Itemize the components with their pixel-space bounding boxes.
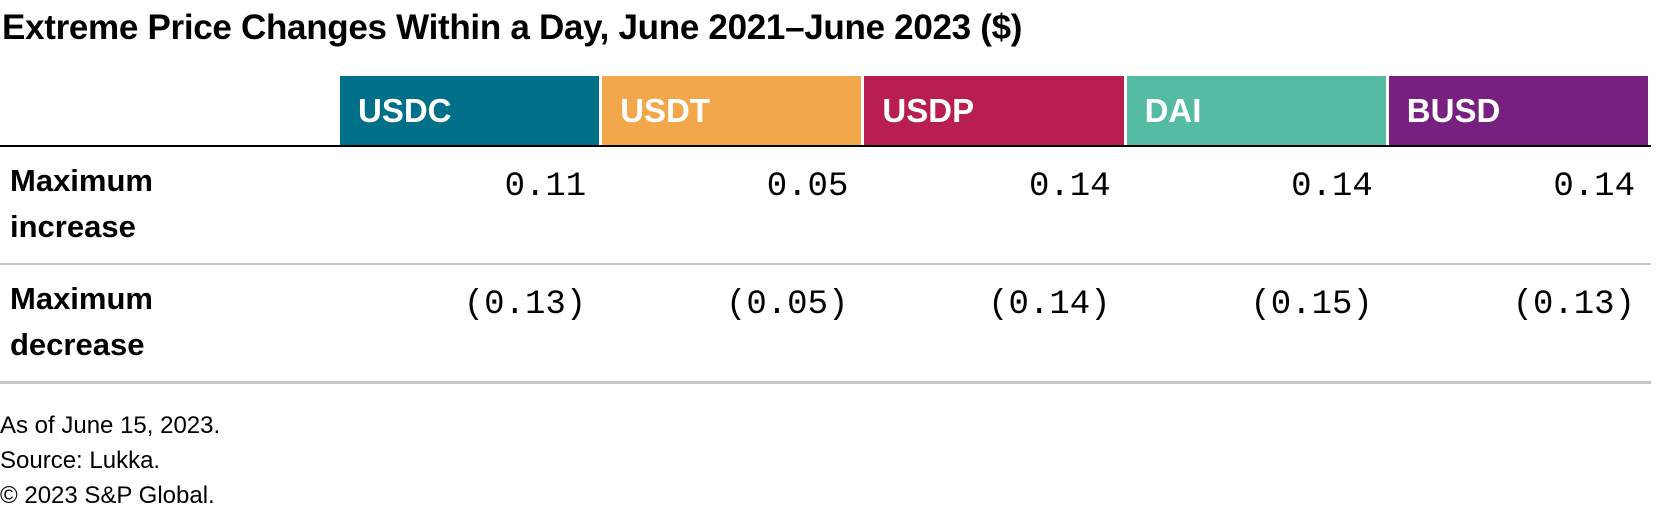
table-cell: 0.14 bbox=[1553, 168, 1635, 206]
table-cell: (0.13) bbox=[463, 286, 587, 324]
table-cell: 0.14 bbox=[1291, 168, 1373, 206]
column-header: BUSD bbox=[1388, 76, 1648, 146]
footnote: As of June 15, 2023. bbox=[0, 412, 221, 439]
table-cell: 0.05 bbox=[766, 168, 849, 206]
column-header: USDC bbox=[340, 76, 600, 146]
column-header: DAI bbox=[1126, 76, 1386, 146]
table-cell: (0.13) bbox=[1512, 286, 1635, 324]
footnote: Source: Lukka. bbox=[0, 447, 161, 474]
table-title: Extreme Price Changes Within a Day, June… bbox=[2, 8, 1023, 47]
column-header: USDP bbox=[864, 76, 1124, 146]
row-rule bbox=[0, 381, 1651, 384]
table-cell: (0.15) bbox=[1250, 286, 1373, 324]
header-rule bbox=[0, 145, 1651, 147]
column-header: USDT bbox=[602, 76, 862, 146]
row-label: Maximum decrease bbox=[10, 281, 153, 362]
row-label: Maximum increase bbox=[10, 163, 153, 244]
footnote: © 2023 S&P Global. bbox=[0, 482, 215, 509]
table-cell: (0.14) bbox=[988, 286, 1111, 324]
table-cell: 0.14 bbox=[1028, 168, 1111, 206]
row-rule bbox=[0, 263, 1651, 265]
table-cell: 0.11 bbox=[504, 168, 587, 206]
table-cell: (0.05) bbox=[725, 286, 849, 324]
